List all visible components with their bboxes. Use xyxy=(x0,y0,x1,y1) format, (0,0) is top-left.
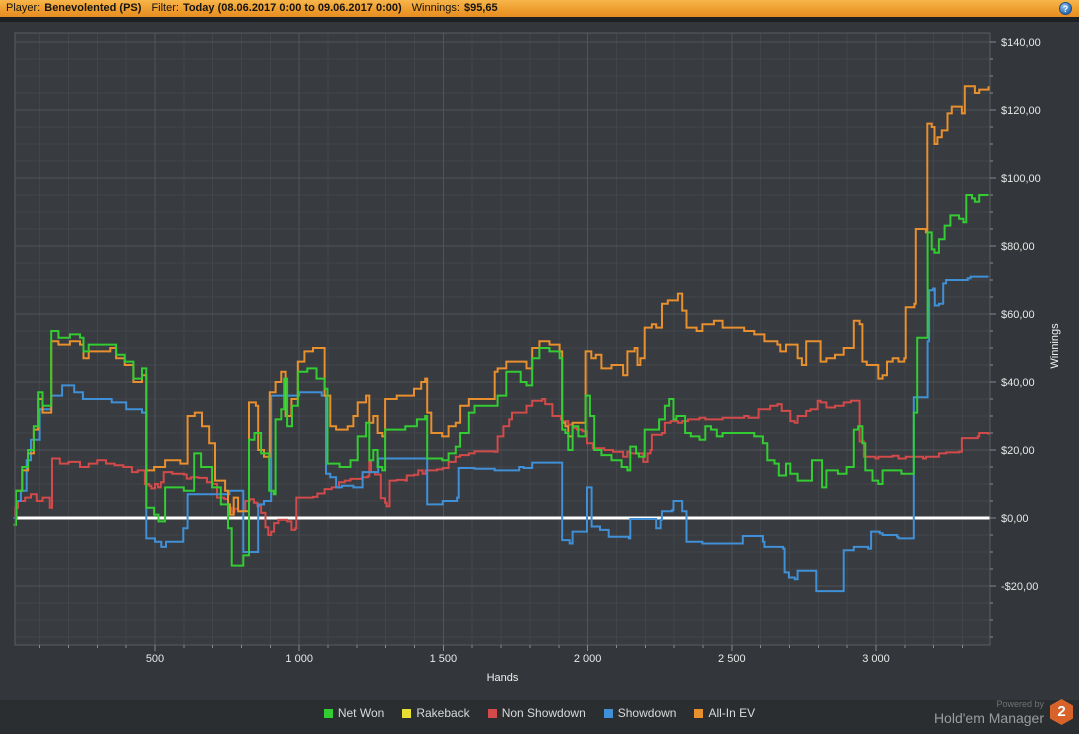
series-showdown xyxy=(13,275,989,593)
tick-label: $120,00 xyxy=(1001,105,1041,117)
series-non-showdown xyxy=(13,398,990,536)
app-name-label: Hold'em Manager xyxy=(933,709,1044,726)
chart-legend: Net Won Rakeback Non Showdown Showdown All-I… xyxy=(0,706,1079,720)
y-axis-title: Winnings xyxy=(1049,323,1061,369)
tick-label: $20,00 xyxy=(1001,445,1035,457)
filter-value: Today (08.06.2017 0:00 to 09.06.2017 0:0… xyxy=(182,2,402,14)
tick-label: $100,00 xyxy=(1001,173,1041,185)
tick-label: 2 000 xyxy=(574,653,602,665)
legend-label: All-In EV xyxy=(708,706,756,720)
legend-item-net-won[interactable]: Net Won xyxy=(323,706,385,720)
tick-label: $140,00 xyxy=(1001,37,1041,49)
legend-swatch-icon xyxy=(402,708,412,718)
legend-label: Rakeback xyxy=(416,706,470,720)
status-bar: Player: Benevolented (PS) Filter: Today (08… xyxy=(0,0,1079,17)
legend-item-rakeback[interactable]: Rakeback xyxy=(402,706,470,720)
tick-label: $0,00 xyxy=(1001,513,1029,525)
legend-item-non-showdown[interactable]: Non Showdown xyxy=(487,706,586,720)
x-axis-title: Hands xyxy=(486,672,519,684)
tick-label: $40,00 xyxy=(1001,377,1035,389)
winnings-value: $95,65 xyxy=(463,2,498,14)
tick-label: 2 500 xyxy=(718,653,746,665)
player-label: Player: xyxy=(6,2,41,14)
tick-label: $60,00 xyxy=(1001,309,1035,321)
tick-label: 3 000 xyxy=(862,653,890,665)
legend-swatch-icon xyxy=(603,708,613,718)
series-net-won xyxy=(13,194,989,567)
legend-item-showdown[interactable]: Showdown xyxy=(603,706,677,720)
legend-label: Showdown xyxy=(617,706,677,720)
legend-swatch-icon xyxy=(323,708,333,718)
tick-label: $80,00 xyxy=(1001,241,1035,253)
legend-item-all-in-ev[interactable]: All-In EV xyxy=(694,706,755,720)
tick-label: 1 000 xyxy=(285,653,313,665)
powered-by-branding: Powered by Hold'em Manager 2 xyxy=(934,699,1073,725)
hm2-logo-icon: 2 xyxy=(1050,699,1073,725)
tick-label: -$20,00 xyxy=(1001,581,1038,593)
tick-label: 500 xyxy=(146,653,164,665)
legend-label: Non Showdown xyxy=(501,706,586,720)
help-icon[interactable]: ? xyxy=(1059,2,1072,15)
legend-swatch-icon xyxy=(694,708,704,718)
legend-label: Net Won xyxy=(337,706,385,720)
tick-label: 1 500 xyxy=(430,653,458,665)
winnings-chart: 500 1 000 1 500 2 000 2 500 3 000 $140,00 $120,… xyxy=(13,32,1041,665)
player-value: Benevolented (PS) xyxy=(44,2,142,14)
filter-label: Filter: xyxy=(151,2,179,14)
legend-swatch-icon xyxy=(487,708,497,718)
legend-strip xyxy=(0,700,1079,734)
winnings-label: Winnings: xyxy=(411,2,460,14)
topbar-separator xyxy=(0,17,1079,22)
series-all-in-ev xyxy=(13,85,990,526)
powered-by-label: Powered by xyxy=(996,698,1044,709)
